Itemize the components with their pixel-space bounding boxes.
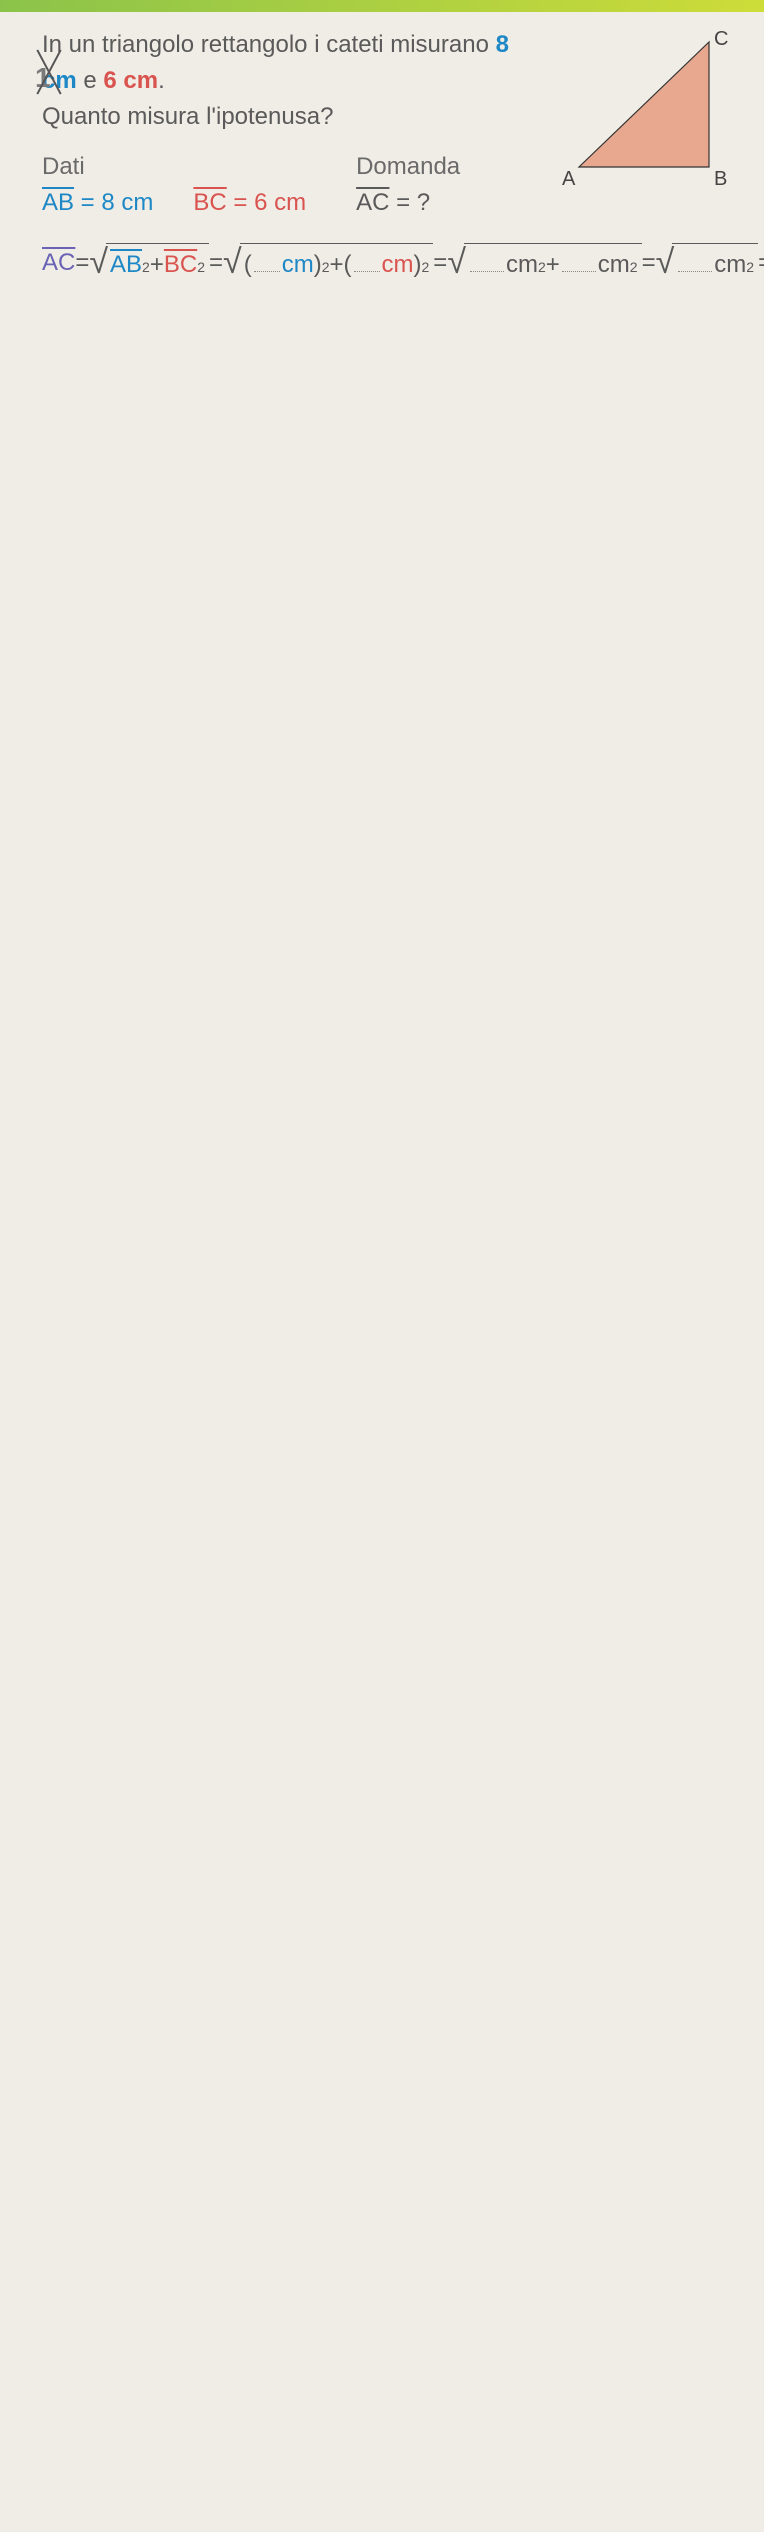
ab-value: = 8 cm <box>74 189 153 216</box>
triangle-shape <box>579 42 709 167</box>
rad2-rpar1: ) <box>314 247 322 283</box>
eq-3: = <box>433 245 447 281</box>
radical-1-icon: √ <box>89 245 108 279</box>
blank-ab-cm[interactable] <box>254 258 280 272</box>
domanda-column: Domanda AC = ? <box>356 149 460 221</box>
problem-text-1c: . <box>158 67 165 94</box>
eq-4: = <box>642 245 656 281</box>
blank-bc-cm[interactable] <box>354 258 380 272</box>
ac-value: = ? <box>389 189 430 216</box>
problem-text-1b: e <box>77 67 104 94</box>
rad3-sq-a: 2 <box>538 257 546 278</box>
sqrt-3: √ cm2 + cm2 <box>447 243 641 283</box>
blank-cm2-a[interactable] <box>470 258 504 272</box>
sqrt-4: √ cm2 <box>656 243 758 283</box>
problem-row: In un triangolo rettangolo i cateti misu… <box>42 27 734 221</box>
rad2-plus: + <box>329 247 343 283</box>
vertex-c: C <box>714 28 728 50</box>
vertex-b: B <box>714 168 727 190</box>
header-accent-bar <box>0 0 764 12</box>
ac-bar: AC <box>356 189 389 216</box>
domanda-heading: Domanda <box>356 149 460 185</box>
rad3-cm2b: cm <box>598 247 630 283</box>
radicand-3: cm2 + cm2 <box>464 243 642 283</box>
rad2-lpar2: ( <box>344 247 352 283</box>
rad1-bc: BC <box>164 247 197 283</box>
eq-2: = <box>209 245 223 281</box>
exercise-block: 1 In un triangolo rettangolo i cateti mi… <box>30 27 734 283</box>
rad2-cm2: cm <box>382 247 414 283</box>
formula-row: AC = √ AB2 + BC2 = √ ( cm)2 + ( cm)2 = √ <box>42 243 734 283</box>
radicand-1: AB2 + BC2 <box>106 243 209 283</box>
ab-bar: AB <box>42 189 74 216</box>
dati-values: AB = 8 cm BC = 6 cm <box>42 185 306 221</box>
bc-segment: BC = 6 cm <box>193 189 306 216</box>
rad4-sq: 2 <box>746 257 754 278</box>
rad2-rpar2: ) <box>414 247 422 283</box>
domanda-value-row: AC = ? <box>356 185 460 221</box>
ab-segment: AB = 8 cm <box>42 189 153 216</box>
problem-text-1a: In un triangolo rettangolo i cateti misu… <box>42 31 496 58</box>
vertex-a: A <box>562 168 576 190</box>
rad1-plus: + <box>150 247 164 283</box>
radical-4-icon: √ <box>656 245 675 279</box>
exercise-number: 1 <box>35 57 51 99</box>
eq-5: = <box>758 245 764 281</box>
rad2-sq1: 2 <box>322 257 330 278</box>
bc-value: = 6 cm <box>227 189 306 216</box>
rad1-bc-sq: 2 <box>197 257 205 278</box>
dati-column: Dati AB = 8 cm BC = 6 cm <box>42 149 306 221</box>
radical-3-icon: √ <box>447 245 466 279</box>
rad4-cm2: cm <box>714 247 746 283</box>
radicand-2: ( cm)2 + ( cm)2 <box>240 243 434 283</box>
sqrt-2: √ ( cm)2 + ( cm)2 <box>223 243 433 283</box>
dati-row: Dati AB = 8 cm BC = 6 cm Domanda AC = ? <box>42 149 539 221</box>
rad3-sq-b: 2 <box>630 257 638 278</box>
eq-1: = <box>75 245 89 281</box>
problem-text-block: In un triangolo rettangolo i cateti misu… <box>42 27 554 221</box>
formula-ac: AC <box>42 245 75 281</box>
blank-cm2-sum[interactable] <box>678 258 712 272</box>
triangle-svg: C B A <box>554 27 734 197</box>
radicand-4: cm2 <box>672 243 758 283</box>
formula-ac-bar: AC <box>42 249 75 276</box>
triangle-diagram: C B A <box>554 27 734 197</box>
rad3-cm2a: cm <box>506 247 538 283</box>
problem-line-1: In un triangolo rettangolo i cateti misu… <box>42 27 539 99</box>
rad1-ab-sq: 2 <box>142 257 150 278</box>
value-6cm: 6 cm <box>103 67 158 94</box>
rad2-sq2: 2 <box>422 257 430 278</box>
rad1-ab: AB <box>110 247 142 283</box>
blank-cm2-b[interactable] <box>562 258 596 272</box>
rad2-lpar1: ( <box>244 247 252 283</box>
sqrt-1: √ AB2 + BC2 <box>89 243 209 283</box>
rad2-cm1: cm <box>282 247 314 283</box>
dati-heading: Dati <box>42 149 306 185</box>
rad3-plus: + <box>546 247 560 283</box>
bc-bar: BC <box>193 189 226 216</box>
radical-2-icon: √ <box>223 245 242 279</box>
problem-line-2: Quanto misura l'ipotenusa? <box>42 99 539 135</box>
